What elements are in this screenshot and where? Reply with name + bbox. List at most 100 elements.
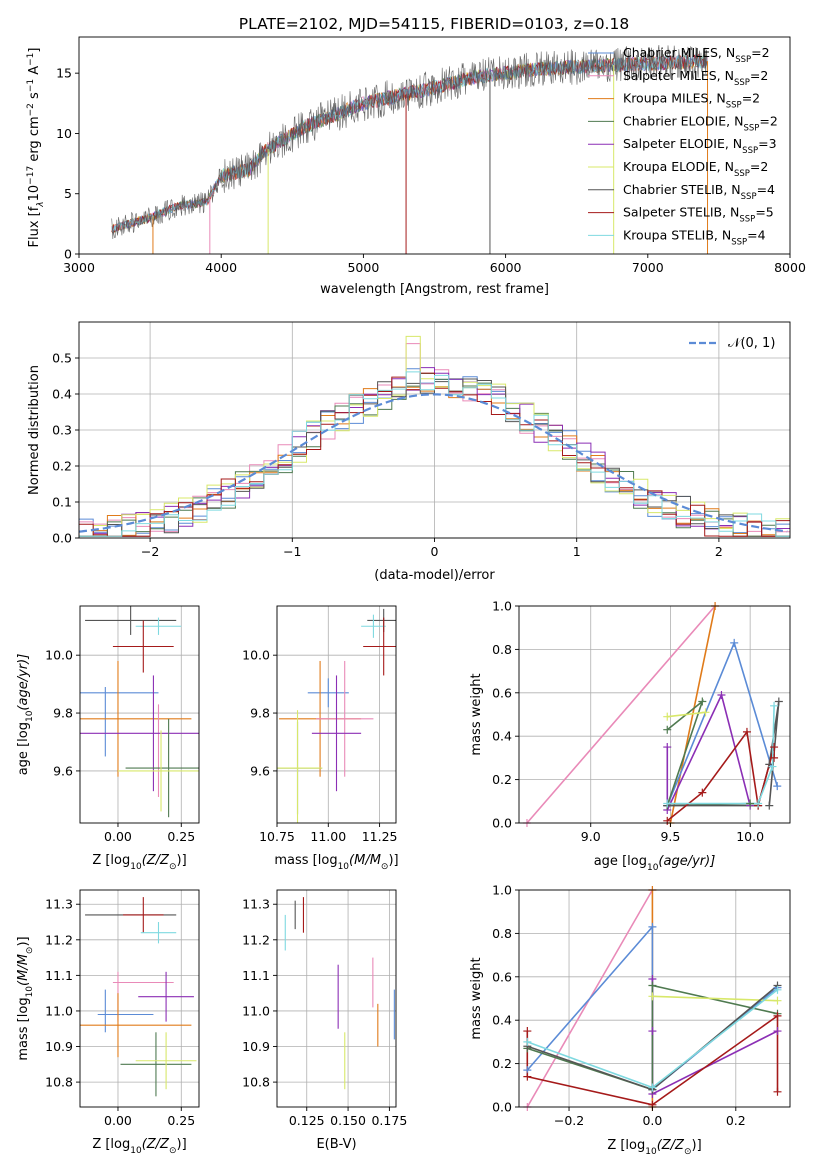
marker-chabrier_miles [773,782,782,791]
y-tick-label: 9.8 [53,706,73,721]
y-axis-label: Flux [fλ10−17 erg cm−2 s−1 A−1] [26,48,46,248]
label-sup: −1 [26,53,36,66]
legend-text: =3 [758,136,776,151]
legend-entry-chabrier_elodie: Chabrier ELODIE, NSSP=2 [623,113,778,133]
legend-entry-chabrier_stelib: Chabrier STELIB, NSSP=4 [623,182,775,202]
legend-text: Salpeter MILES, N [623,68,734,83]
line-salpeter_elodie [666,692,751,811]
x-tick-label: 0.2 [726,1113,746,1128]
label-part: Z [log [92,853,130,868]
plot-area [526,606,780,823]
y-tick-label: 10 [56,126,72,141]
y-tick-label: 0.0 [492,1100,512,1115]
label-part: A [27,66,42,79]
y-tick-label: 0.8 [492,642,512,657]
legend-sub: SSP [734,169,750,179]
age_vs_mass-panel: 10.75 11.00 11.25 9.6 9.8 10.0 mass [log10(M/M… [242,605,399,872]
legend-text: Kroupa STELIB, N [623,227,731,242]
marker-kroupa_elodie [663,712,672,721]
label-part: )] [16,936,31,946]
y-tick-label: 11.2 [242,932,270,947]
x-axis-label: E(B-V) [316,1137,356,1152]
legend-entry-normal: 𝒩(0, 1) [728,336,775,351]
mass_vs_ebv-panel: 0.125 0.150 0.175 10.8 10.9 11.0 11.1 11.2 11.3 E… [242,889,407,1152]
marker-salpeter_elodie [663,743,672,752]
legend-sub: SSP [743,123,759,133]
y-tick-label: 10.9 [242,1039,270,1054]
label-part: )] [388,853,398,868]
legend-entry-chabrier_miles: Chabrier MILES, NSSP=2 [623,45,770,65]
y-tick-label: 15 [56,66,72,81]
legend-text: =2 [750,159,768,174]
label-sup: −1 [26,79,36,92]
legend-text: =2 [751,45,769,60]
x-tick-label: 0.175 [371,1113,407,1128]
spectrum-panel: 3000 4000 5000 6000 7000 8000 0 5 10 15 wavelength… [26,36,806,297]
label-part: )] [177,853,187,868]
label-part: (M/M [16,954,31,986]
marker-kroupa_stelib [754,799,763,808]
x-axis-label: mass [log10(M/M⊙)] [274,853,398,872]
plot-area [111,44,709,254]
legend-sub: SSP [742,146,758,156]
marker-chabrier_miles [730,638,739,647]
marker-salpeter_stelib [770,743,779,752]
marker-kroupa_stelib [648,1083,657,1092]
y-axis-label: mass weight [469,957,484,1039]
marker-salpeter_stelib [773,1011,782,1020]
label-part: (Z/Z [142,1137,170,1152]
marker-salpeter_stelib [742,727,751,736]
label-part: 10 [27,185,42,202]
marker-salpeter_stelib [698,788,707,797]
y-tick-label: 10.9 [45,1039,73,1054]
marker-salpeter_elodie [717,690,726,699]
axes-frame [78,36,791,255]
y-tick-label: 0 [64,247,72,262]
legend-entry-salpeter_stelib: Salpeter STELIB, NSSP=5 [623,205,774,225]
plot-area [277,608,396,823]
label-part: Z [log [92,1137,130,1152]
marker-salpeter_stelib [663,816,672,825]
marker-chabrier_stelib [774,697,783,706]
line-kroupa_elodie [667,711,706,718]
x-tick-label: 10.0 [736,829,764,844]
label-part: (Z/Z [657,1138,685,1153]
label-sub: 10 [645,1147,657,1157]
y-tick-label: 11.1 [45,968,73,983]
y-tick-label: 0.5 [52,351,72,366]
marker-kroupa_stelib [768,762,777,771]
massweight_vs_Z-panel: −0.2 0.0 0.2 0.0 0.2 0.4 0.6 0.8 1.0 mass weight Z… [469,883,791,1157]
label-part: age [log [594,854,647,869]
y-axis-label: Normed distribution [27,365,42,495]
label-sub: ⊙ [381,862,389,872]
marker-chabrier_elodie [698,697,707,706]
y-tick-label: 0.2 [492,1056,512,1071]
legend-text: Chabrier ELODIE, N [623,113,743,128]
x-tick-label: 1 [573,544,581,559]
y-tick-label: 9.6 [53,763,73,778]
legend-text: Salpeter STELIB, N [623,205,739,220]
y-tick-label: 0.6 [492,685,512,700]
x-tick-label: 0.25 [167,1113,195,1128]
y-axis-label: mass [log10(M/M⊙)] [16,936,35,1060]
legend-text: Chabrier MILES, N [623,45,735,60]
y-tick-label: 11.2 [45,932,73,947]
marker-salpeter_stelib [523,1072,532,1081]
x-tick-label: 9.5 [660,829,680,844]
label-sub: 10 [130,1146,142,1156]
spectrum-line-chabrier_stelib [111,44,708,240]
label-part: age [log [16,722,31,775]
x-tick-label: 10.75 [259,829,295,844]
label-part: ] [27,48,42,53]
y-tick-label: 1.0 [492,599,512,614]
x-tick-label: 0 [431,544,439,559]
x-tick-label: −0.2 [554,1113,584,1128]
y-tick-label: 5 [64,186,72,201]
y-tick-label: 11.0 [242,1003,270,1018]
line-salpeter_miles [526,606,716,823]
legend-entry-kroupa_stelib: Kroupa STELIB, NSSP=4 [623,227,766,247]
y-tick-label: 9.6 [250,763,270,778]
label-part: mass [log [274,853,337,868]
y-tick-label: 0.0 [52,531,72,546]
